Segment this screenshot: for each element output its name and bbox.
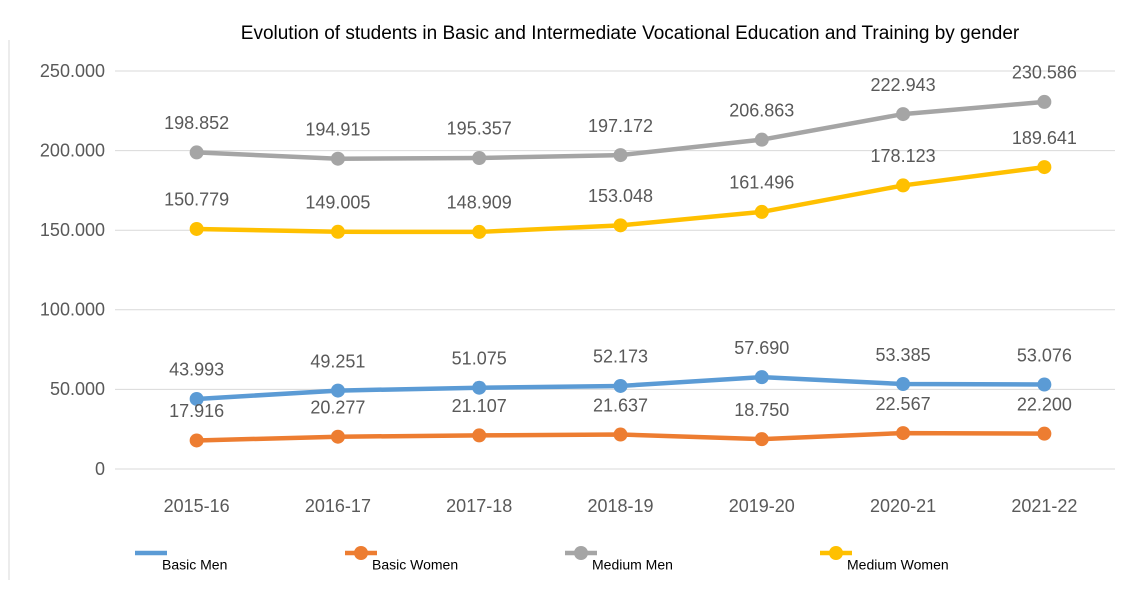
legend-label: Basic Women xyxy=(372,557,458,573)
point xyxy=(754,370,769,385)
x-tick-label: 2017-18 xyxy=(446,496,512,516)
point xyxy=(1037,377,1052,392)
data-label: 57.690 xyxy=(734,338,789,358)
y-tick-label: 200.000 xyxy=(40,140,105,160)
x-tick-label: 2020-21 xyxy=(870,496,936,516)
data-label: 161.496 xyxy=(729,173,794,193)
point xyxy=(1037,94,1052,109)
point xyxy=(754,204,769,219)
data-label: 43.993 xyxy=(169,360,224,380)
point xyxy=(330,429,345,444)
point xyxy=(472,150,487,165)
point xyxy=(189,433,204,448)
point xyxy=(330,224,345,239)
data-label: 22.567 xyxy=(876,394,931,414)
data-label: 189.641 xyxy=(1012,128,1077,148)
legend-marker xyxy=(829,546,843,560)
data-label: 53.076 xyxy=(1017,345,1072,365)
point xyxy=(896,107,911,122)
data-label: 150.779 xyxy=(164,190,229,210)
point xyxy=(1037,160,1052,175)
y-tick-label: 50.000 xyxy=(50,379,105,399)
y-tick-label: 100.000 xyxy=(40,300,105,320)
point xyxy=(754,432,769,447)
data-label: 148.909 xyxy=(447,193,512,213)
x-tick-label: 2018-19 xyxy=(587,496,653,516)
data-label: 195.357 xyxy=(447,119,512,139)
data-label: 18.750 xyxy=(734,400,789,420)
data-label: 194.915 xyxy=(305,119,370,139)
data-label: 178.123 xyxy=(871,146,936,166)
data-label: 222.943 xyxy=(871,75,936,95)
data-label: 21.637 xyxy=(593,395,648,415)
point xyxy=(189,221,204,236)
legend-marker xyxy=(574,546,588,560)
data-label: 53.385 xyxy=(876,345,931,365)
point xyxy=(472,380,487,395)
legend-label: Medium Women xyxy=(847,557,949,573)
point xyxy=(472,428,487,443)
point xyxy=(189,145,204,160)
point xyxy=(330,383,345,398)
data-label: 17.916 xyxy=(169,401,224,421)
legend-label: Medium Men xyxy=(592,557,673,573)
data-label: 197.172 xyxy=(588,116,653,136)
point xyxy=(613,427,628,442)
data-label: 198.852 xyxy=(164,113,229,133)
point xyxy=(896,377,911,392)
x-tick-label: 2021-22 xyxy=(1011,496,1077,516)
point xyxy=(613,148,628,163)
data-label: 22.200 xyxy=(1017,394,1072,414)
data-label: 51.075 xyxy=(452,348,507,368)
x-tick-label: 2019-20 xyxy=(729,496,795,516)
point xyxy=(613,378,628,393)
data-label: 21.107 xyxy=(452,396,507,416)
point xyxy=(472,224,487,239)
legend-label: Basic Men xyxy=(162,557,227,573)
x-tick-label: 2015-16 xyxy=(164,496,230,516)
y-tick-label: 250.000 xyxy=(40,61,105,81)
data-label: 20.277 xyxy=(310,397,365,417)
point xyxy=(896,426,911,441)
data-label: 149.005 xyxy=(305,193,370,213)
chart-title: Evolution of students in Basic and Inter… xyxy=(241,23,1020,44)
point xyxy=(189,391,204,406)
y-tick-label: 0 xyxy=(95,459,105,479)
point xyxy=(1037,426,1052,441)
data-label: 230.586 xyxy=(1012,63,1077,83)
data-label: 153.048 xyxy=(588,186,653,206)
data-label: 52.173 xyxy=(593,347,648,367)
data-label: 206.863 xyxy=(729,100,794,120)
point xyxy=(754,132,769,147)
point xyxy=(896,178,911,193)
point xyxy=(330,151,345,166)
data-label: 49.251 xyxy=(310,351,365,371)
x-tick-label: 2016-17 xyxy=(305,496,371,516)
point xyxy=(613,218,628,233)
y-tick-label: 150.000 xyxy=(40,220,105,240)
legend-marker xyxy=(354,546,368,560)
